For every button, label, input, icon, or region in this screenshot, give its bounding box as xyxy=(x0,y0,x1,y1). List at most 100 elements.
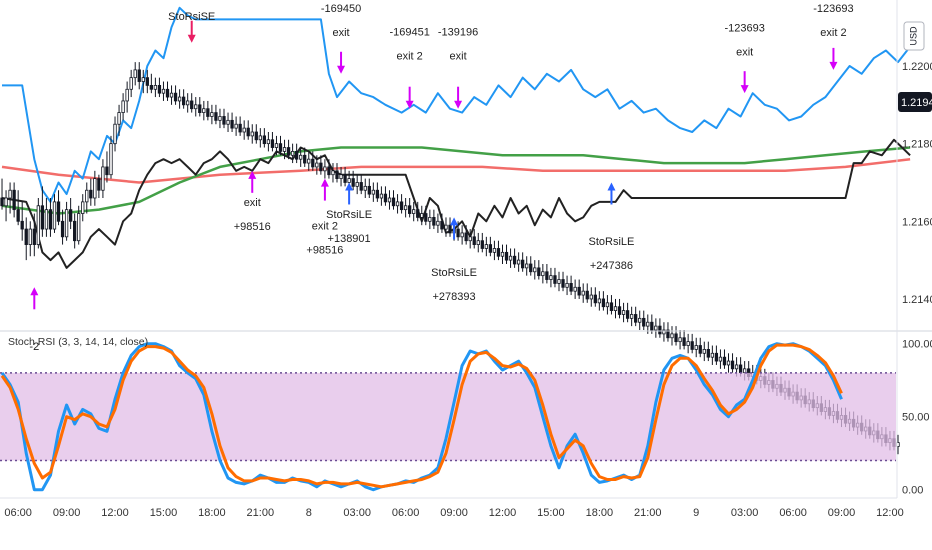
candle-body xyxy=(634,314,638,323)
candle-body xyxy=(258,135,262,141)
candle-body xyxy=(525,263,529,269)
signal-arrow-head xyxy=(405,100,414,109)
currency-badge-box[interactable] xyxy=(903,21,925,51)
price-axis[interactable]: 1.22000 1.21800 1.21600 1.21400 100.00 50.00… xyxy=(896,0,932,498)
candle-body xyxy=(64,209,69,238)
candle-body xyxy=(190,100,194,110)
candle-body xyxy=(379,193,384,199)
candle-body xyxy=(508,255,513,261)
time-tick-label: 12:00 xyxy=(876,507,904,519)
time-tick-label: 12:00 xyxy=(489,507,517,519)
signal-label: +98516 xyxy=(306,244,343,256)
signal-label: exit xyxy=(736,46,753,58)
signal-arrow-head xyxy=(607,182,616,191)
candle-body xyxy=(226,119,230,125)
candle-body xyxy=(730,360,735,370)
candle-body xyxy=(484,244,488,249)
time-tick-label: 09:00 xyxy=(53,507,81,519)
candle-body xyxy=(121,100,125,113)
candle-body xyxy=(52,201,57,230)
signal-label: StoRsiLE xyxy=(589,236,635,248)
candle-body xyxy=(206,108,210,117)
candle-body xyxy=(674,333,678,343)
candle-body xyxy=(375,189,380,199)
candle-body xyxy=(650,321,654,331)
last-price-label: 1.21946 xyxy=(901,97,932,109)
signal-label: exit xyxy=(332,27,349,39)
indicator-tick-label: 100.00 xyxy=(902,339,932,351)
candle-body xyxy=(456,228,460,238)
candle-body xyxy=(726,360,731,366)
candle-body xyxy=(605,302,610,308)
signal-label: StoRsiSE xyxy=(168,11,215,23)
candle-body xyxy=(355,182,359,187)
candle-body xyxy=(351,178,355,187)
candle-body xyxy=(331,170,335,176)
stoch-rsi-pane[interactable]: Stoch RSI (3, 3, 14, 14, close) xyxy=(0,336,896,492)
candle-body xyxy=(16,209,20,222)
candle-body xyxy=(448,224,452,234)
candle-body xyxy=(77,213,81,242)
candle-body xyxy=(492,248,497,253)
series-line-fast-ma xyxy=(1,146,911,215)
signal-arrow-head xyxy=(187,34,196,43)
last-price-tag: 1.21946 xyxy=(898,92,932,112)
candle-body xyxy=(444,224,448,230)
candle-body xyxy=(420,213,424,218)
candle-body xyxy=(286,147,291,156)
candle-body xyxy=(416,209,420,218)
candle-body xyxy=(549,275,553,280)
candle-body xyxy=(468,236,472,242)
candle-body xyxy=(722,356,727,366)
signal-arrow-head xyxy=(740,85,749,94)
candle-body xyxy=(561,279,565,288)
signal-arrow-head xyxy=(337,65,346,74)
candle-body xyxy=(500,251,505,257)
candle-body xyxy=(658,325,662,335)
candle-body xyxy=(654,325,658,331)
candle-body xyxy=(186,100,190,106)
candle-body xyxy=(589,294,593,300)
candle-body xyxy=(642,317,646,327)
candle-body xyxy=(129,77,133,90)
candle-body xyxy=(553,275,557,284)
indicator-title[interactable]: Stoch RSI (3, 3, 14, 14, close) xyxy=(8,336,148,348)
time-tick-label: 06:00 xyxy=(392,507,420,519)
signal-label: -169450 xyxy=(321,3,361,15)
candle-body xyxy=(504,251,509,261)
candle-body xyxy=(311,158,315,168)
signal-label: StoRsiLE xyxy=(431,267,477,279)
time-tick-label: 8 xyxy=(306,507,312,519)
candle-body xyxy=(734,364,739,370)
candle-body xyxy=(109,143,113,176)
candle-body xyxy=(73,220,77,242)
candle-body xyxy=(718,356,723,362)
currency-badge[interactable]: USD xyxy=(903,21,925,51)
series-line-slow-ma xyxy=(1,157,911,184)
time-axis[interactable]: 06:00 09:00 12:00 15:00 18:00 21:00 8 03:00 06:0… xyxy=(0,497,904,519)
candle-body xyxy=(93,178,97,199)
candle-body xyxy=(412,209,416,214)
candle-body xyxy=(242,127,246,133)
candle-body xyxy=(367,185,371,195)
candle-body xyxy=(270,139,275,148)
candle-body xyxy=(621,310,626,315)
candle-body xyxy=(408,205,412,214)
candle-body xyxy=(36,205,40,245)
candle-body xyxy=(303,154,307,164)
candle-body xyxy=(202,108,206,113)
candle-body xyxy=(428,217,432,222)
candle-body xyxy=(359,182,363,191)
candle-body xyxy=(436,220,440,226)
candle-body xyxy=(694,345,698,350)
candle-body xyxy=(714,352,719,362)
candle-body xyxy=(476,240,480,245)
time-tick-label: 21:00 xyxy=(247,507,275,519)
stoch-rsi-d-line xyxy=(0,343,843,489)
candle-body xyxy=(617,306,622,315)
price-pane[interactable]: StoRsiSE -169450 exit -169451 exit 2 -139196 e… xyxy=(0,3,911,455)
candle-body xyxy=(480,240,484,249)
time-tick-labels: 06:00 09:00 12:00 15:00 18:00 21:00 8 03:00 06:0… xyxy=(4,507,903,519)
candle-body xyxy=(529,263,533,273)
